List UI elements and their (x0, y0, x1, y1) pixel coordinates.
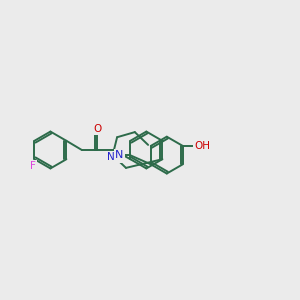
Text: F: F (30, 161, 36, 171)
Text: OH: OH (194, 141, 210, 151)
Text: O: O (93, 124, 101, 134)
Text: N: N (115, 150, 123, 160)
Text: NH: NH (107, 152, 123, 162)
